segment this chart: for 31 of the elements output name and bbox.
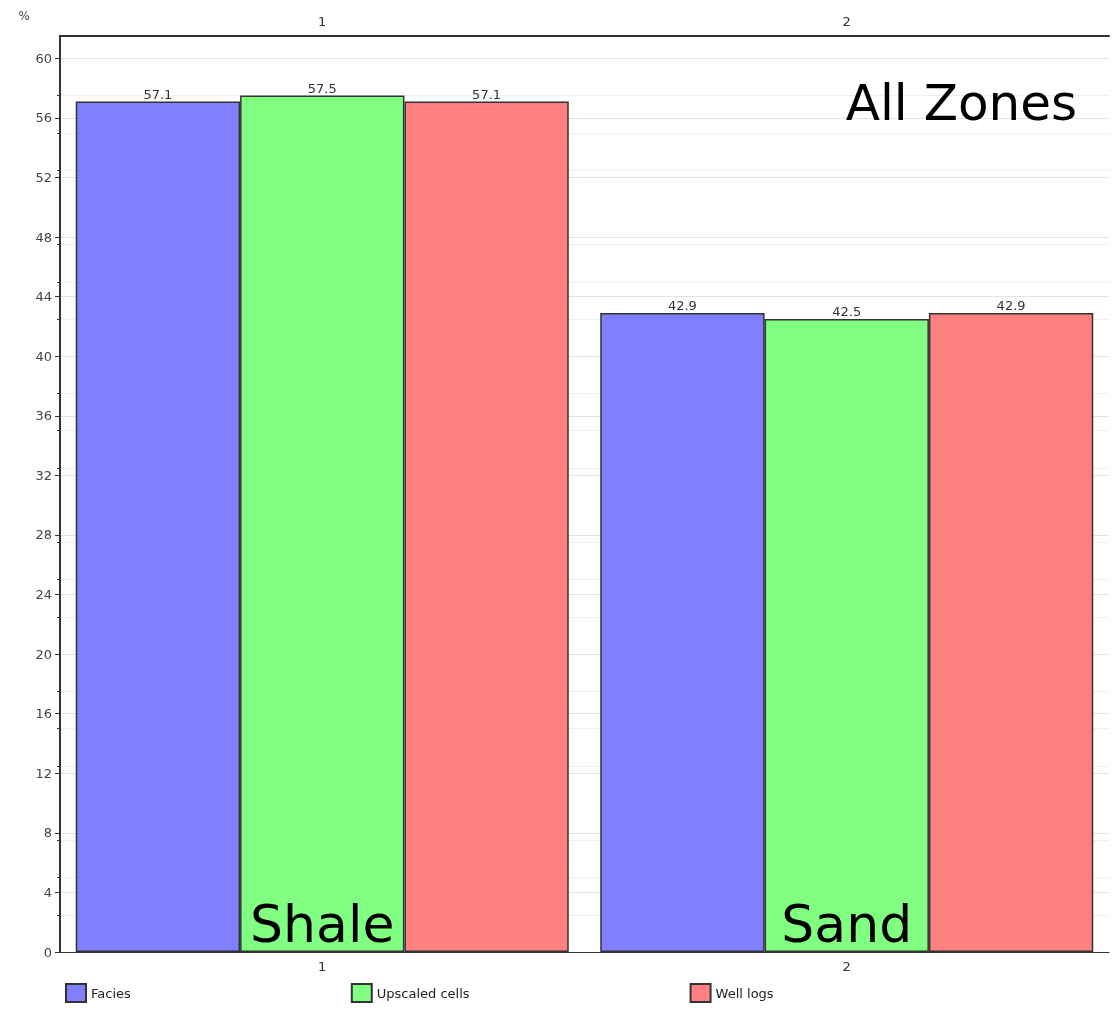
annotation: All Zones — [845, 74, 1078, 132]
y-tick-label: 32 — [35, 467, 52, 483]
y-tick-label: 40 — [35, 348, 52, 364]
category-label: 2 — [842, 14, 851, 29]
data-label: 42.9 — [996, 298, 1026, 314]
y-axis-title: % — [18, 9, 30, 23]
y-tick-label: 48 — [35, 229, 52, 245]
y-tick-label: 60 — [35, 50, 52, 66]
category-label: 1 — [318, 14, 327, 29]
annotation: Shale — [250, 894, 395, 954]
data-label: 57.5 — [307, 80, 337, 96]
data-label: 42.9 — [667, 298, 697, 314]
y-tick-label: 56 — [35, 110, 52, 126]
y-tick-label: 24 — [35, 587, 52, 603]
legend-label: Upscaled cells — [376, 985, 470, 1001]
data-label: 57.1 — [143, 86, 173, 102]
data-label: 42.5 — [832, 303, 862, 319]
legend-label: Well logs — [715, 985, 774, 1001]
y-tick-label: 52 — [35, 170, 52, 185]
y-tick-label: 36 — [35, 408, 52, 424]
data-label: 57.1 — [472, 86, 502, 102]
y-tick-label: 44 — [35, 289, 52, 305]
y-tick-label: 12 — [35, 765, 52, 781]
y-tick-label: 28 — [35, 527, 52, 543]
y-tick-label: 4 — [43, 884, 52, 900]
y-tick-label: 0 — [43, 944, 52, 960]
y-tick-label: 8 — [43, 825, 52, 841]
legend-label: Facies — [91, 985, 132, 1001]
y-tick-label: 20 — [35, 646, 52, 662]
y-tick-label: 16 — [35, 706, 52, 722]
annotation: Sand — [781, 894, 913, 954]
